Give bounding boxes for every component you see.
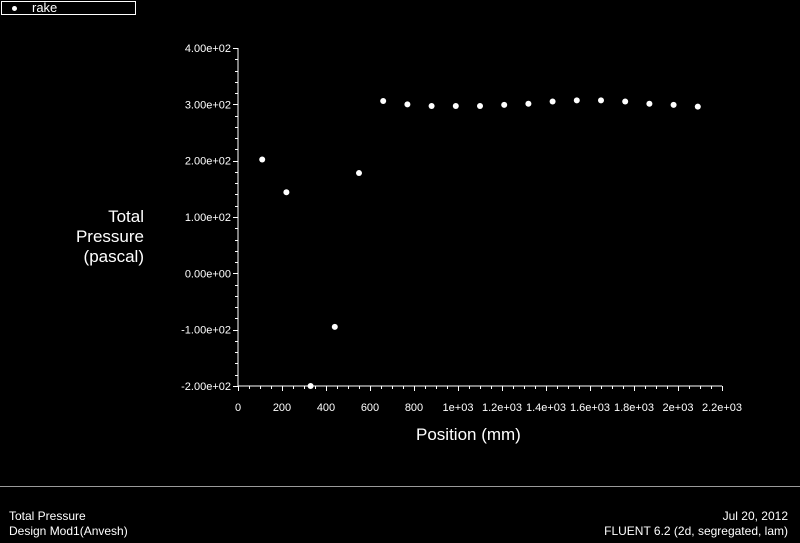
data-point-rake	[356, 170, 362, 177]
x-tick-label: 200	[273, 402, 291, 414]
y-axis-label-line: Pressure	[75, 227, 144, 246]
x-tick-label: 600	[361, 402, 379, 414]
x-tick-label: 1.8e+03	[614, 402, 654, 414]
y-axis-label-line: (pascal)	[83, 247, 144, 266]
y-tick-label: -2.00e+02	[181, 381, 231, 393]
data-point-rake	[646, 100, 653, 107]
data-point-rake	[452, 103, 459, 110]
data-point-rake	[694, 103, 701, 110]
y-axis-label-line: Total	[108, 207, 144, 226]
legend: rake	[1, 0, 136, 15]
y-tick-label: 2.00e+02	[185, 156, 231, 168]
data-point-rake	[598, 97, 604, 104]
x-tick-label: 1.6e+03	[570, 402, 610, 414]
x-axis-label: Position (mm)	[416, 425, 521, 444]
y-tick-label: 0.00e+00	[185, 268, 231, 280]
legend-label-rake: rake	[32, 0, 58, 15]
data-point-rake	[501, 101, 508, 108]
data-point-rake	[670, 101, 677, 108]
y-tick-label: 3.00e+02	[185, 99, 231, 111]
info-panel: Total Pressure Design Mod1(Anvesh) Jul 2…	[0, 486, 800, 543]
plot-title: Total Pressure	[9, 509, 86, 523]
y-axis-label: Total Pressure (pascal)	[76, 207, 144, 267]
y-tick-label: 1.00e+02	[185, 212, 231, 224]
data-point-rake	[428, 103, 435, 110]
x-tick-label: 800	[405, 402, 423, 414]
data-point-rake	[307, 383, 314, 389]
solver-label: FLUENT 6.2 (2d, segregated, lam)	[604, 524, 788, 538]
x-tick-label: 0	[235, 402, 241, 414]
legend-marker-rake	[12, 6, 17, 11]
x-tick-label: 1.4e+03	[526, 402, 566, 414]
data-point-rake	[283, 189, 290, 196]
case-name: Design Mod1(Anvesh)	[9, 524, 128, 538]
info-left: Total Pressure Design Mod1(Anvesh)	[9, 509, 128, 539]
data-point-rake	[380, 97, 387, 104]
date-label: Jul 20, 2012	[722, 509, 788, 523]
x-tick-label: 400	[317, 402, 335, 414]
x-tick-label: 1.2e+03	[482, 402, 522, 414]
x-tick-label: 2e+03	[663, 402, 694, 414]
data-point-rake	[622, 98, 629, 105]
data-point-rake	[404, 101, 411, 108]
plot-area: 4.00e+02 3.00e+02 2.00e+02 1.00e+02 0.00e+00…	[1, 0, 742, 444]
y-tick-label: -1.00e+02	[181, 325, 231, 337]
data-point-rake	[259, 156, 266, 163]
data-point-rake	[573, 97, 580, 104]
chart: 4.00e+02 3.00e+02 2.00e+02 1.00e+02 0.00e+00…	[181, 43, 742, 414]
y-tick-label: 4.00e+02	[185, 43, 231, 55]
data-point-rake	[331, 323, 338, 330]
info-right: Jul 20, 2012 FLUENT 6.2 (2d, segregated,…	[604, 509, 788, 539]
data-point-rake	[525, 100, 532, 107]
x-tick-label: 2.2e+03	[702, 402, 742, 414]
data-point-rake	[549, 98, 556, 105]
data-point-rake	[477, 103, 483, 110]
x-tick-label: 1e+03	[443, 402, 474, 414]
